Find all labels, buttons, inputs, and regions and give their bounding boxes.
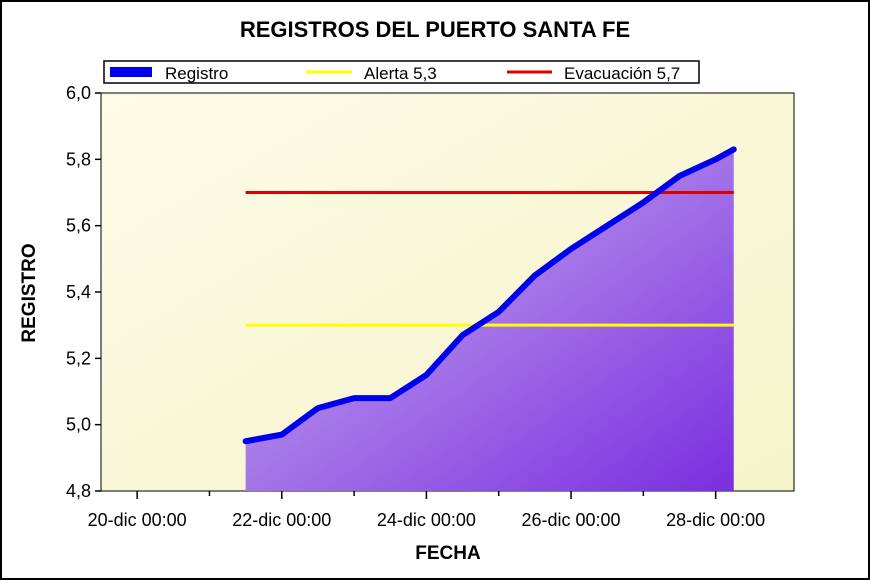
legend-swatch-registro: [110, 67, 152, 77]
chart-title: REGISTROS DEL PUERTO SANTA FE: [240, 17, 630, 42]
y-tick-label: 4,8: [66, 481, 91, 501]
y-tick-label: 5,4: [66, 282, 91, 302]
y-axis-title: REGISTRO: [19, 243, 40, 342]
y-tick-label: 5,0: [66, 415, 91, 435]
x-tick-label: 20-dic 00:00: [88, 510, 187, 530]
y-tick-label: 5,8: [66, 149, 91, 169]
x-tick-label: 22-dic 00:00: [232, 510, 331, 530]
x-tick-label: 28-dic 00:00: [666, 510, 765, 530]
chart-marks: 4,8 5,0 5,2 5,4 5,6 5,8 6,0 20-dic 00:00 22-dic …: [66, 83, 765, 530]
x-tick-label: 24-dic 00:00: [377, 510, 476, 530]
y-tick-label: 6,0: [66, 83, 91, 103]
y-tick-label: 5,6: [66, 216, 91, 236]
legend-label-evacuacion: Evacuación 5,7: [564, 64, 680, 83]
x-axis-title: FECHA: [415, 543, 481, 564]
legend-label-registro: Registro: [165, 64, 228, 83]
legend-label-alerta: Alerta 5,3: [364, 64, 437, 83]
legend-box: [103, 60, 700, 84]
registro-line: [242, 146, 737, 445]
y-tick-label: 5,2: [66, 348, 91, 368]
legend: Registro Alerta 5,3 Evacuación 5,7: [103, 60, 700, 84]
x-tick-label: 26-dic 00:00: [521, 510, 620, 530]
